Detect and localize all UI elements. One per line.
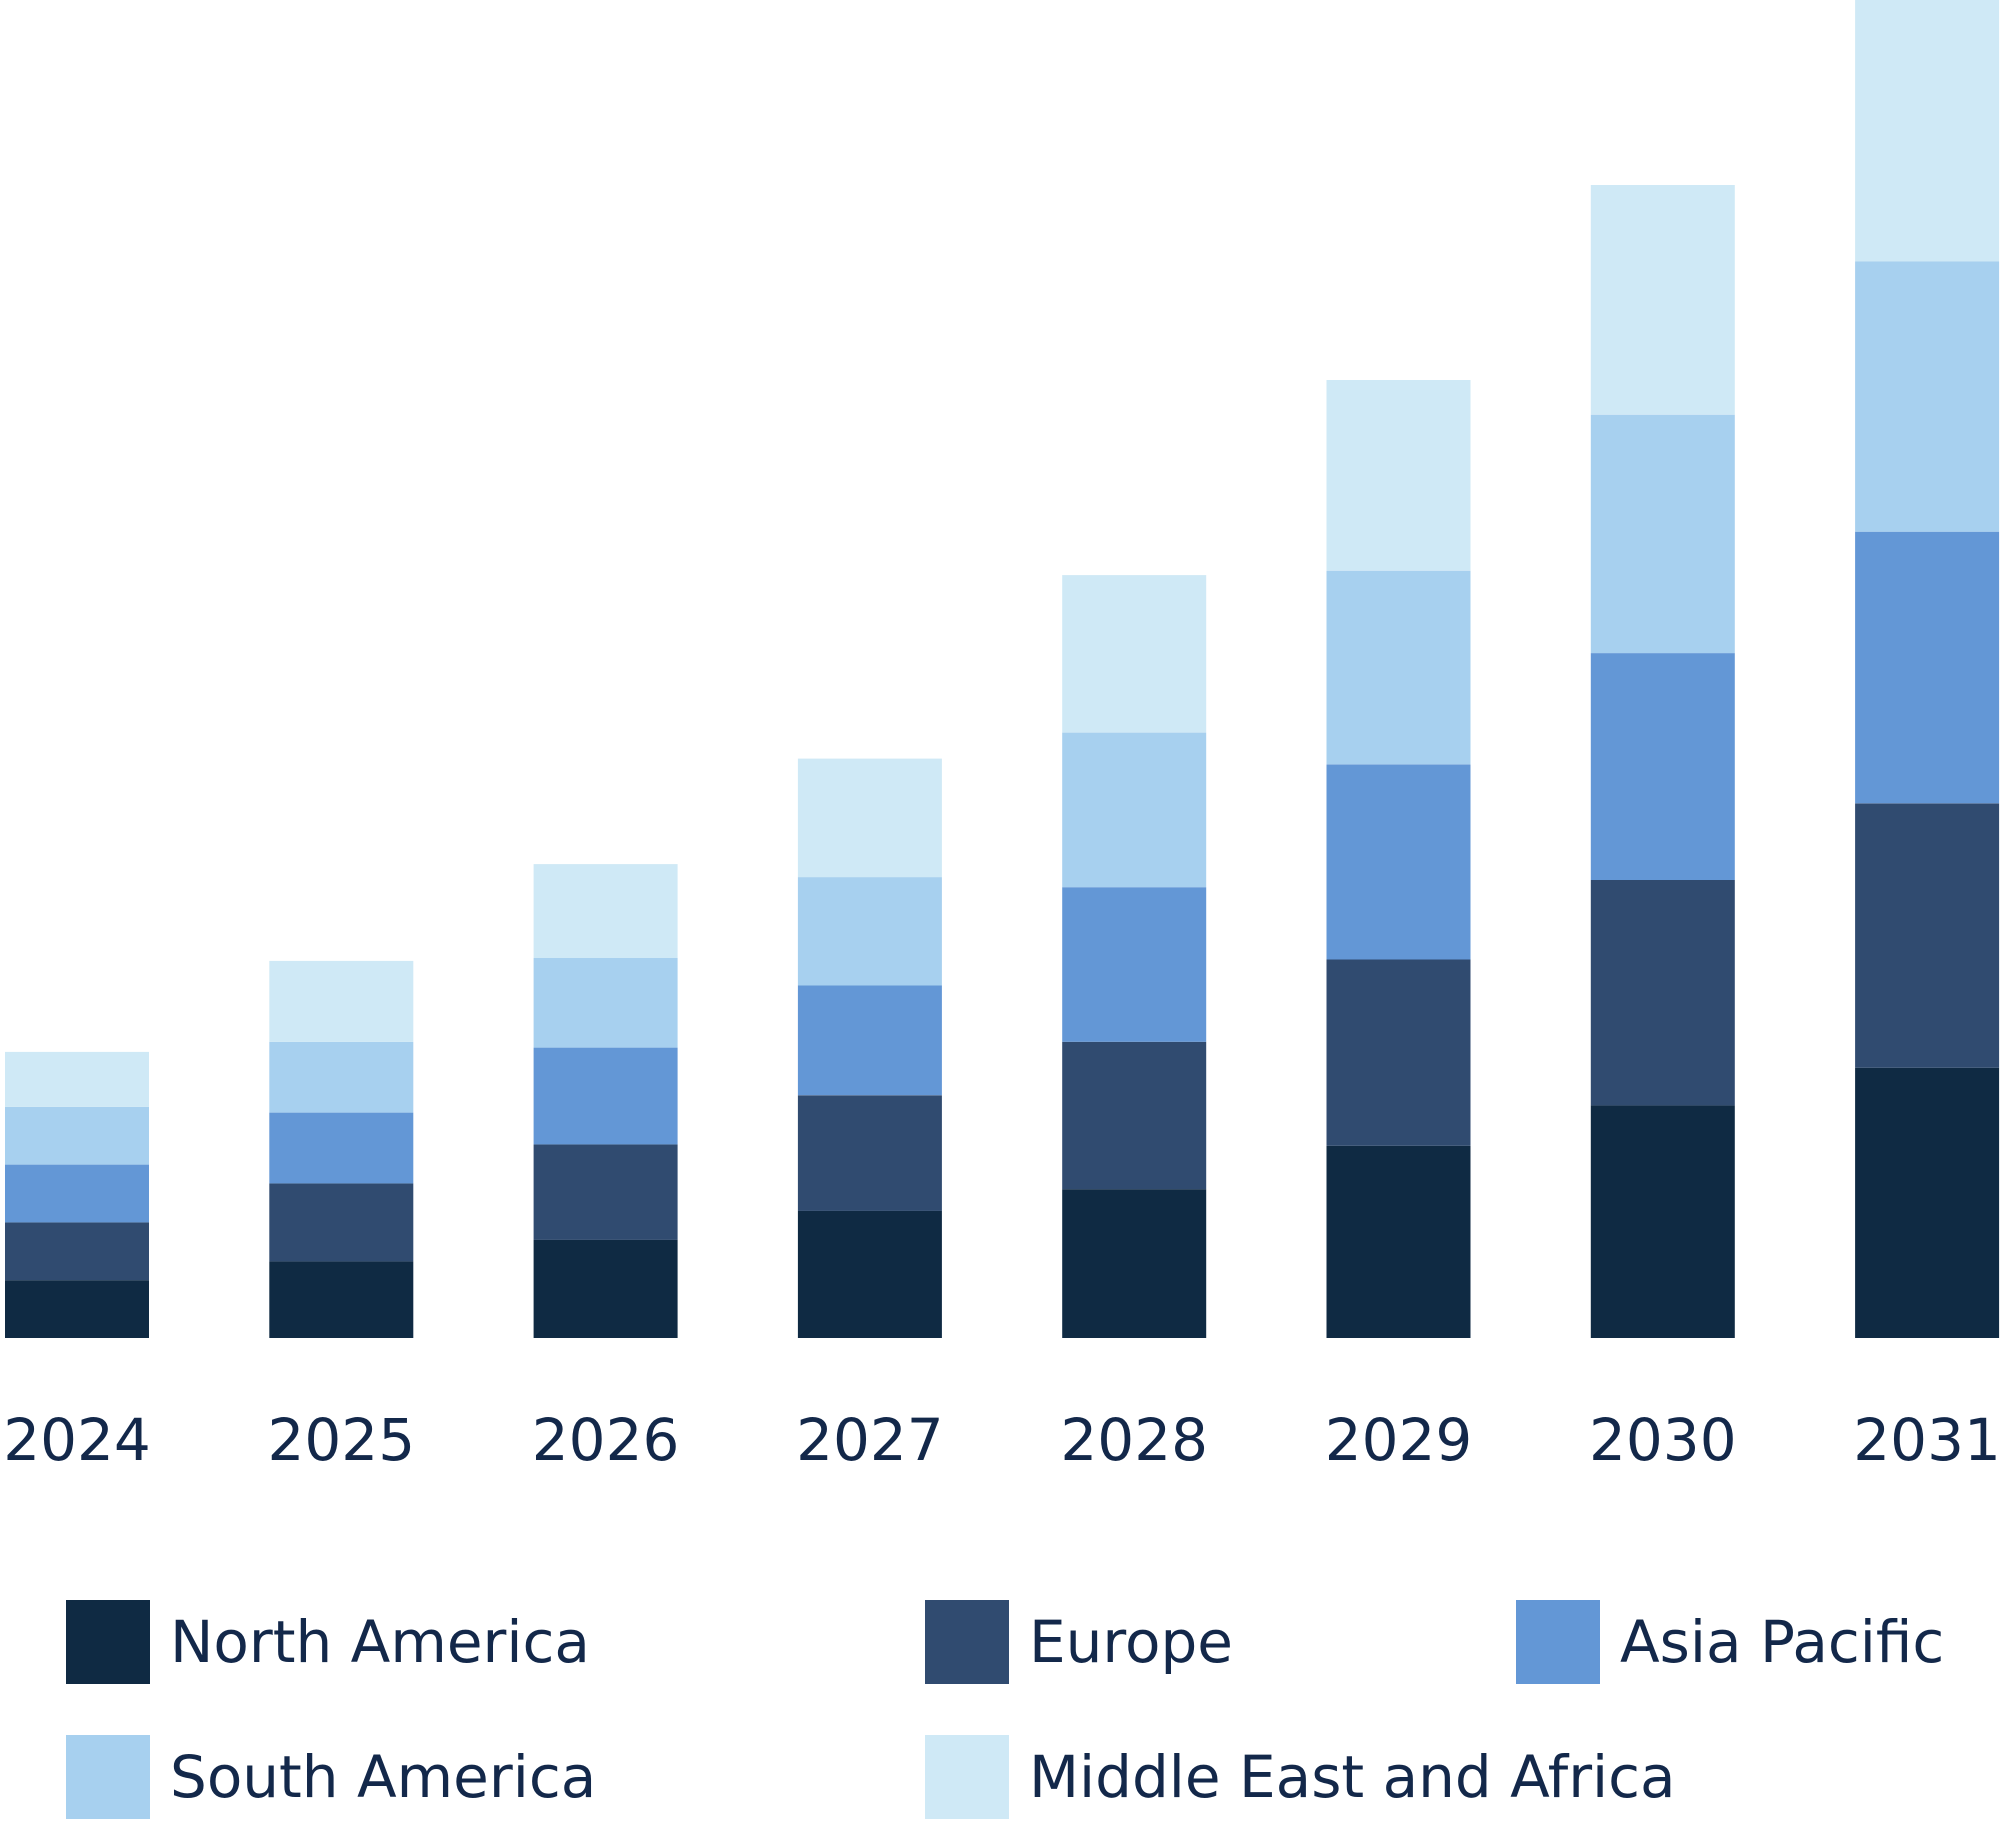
legend-label-middle-east-and-africa: Middle East and Africa — [1029, 1743, 1676, 1811]
bars-group — [5, 0, 2000, 1338]
bar-2028-middle-east-and-africa — [1062, 575, 1207, 733]
bar-2029-north-america — [1326, 1145, 1471, 1338]
bar-2024-asia-pacific — [5, 1164, 149, 1223]
legend-swatch-north-america — [66, 1600, 150, 1684]
bar-2031-europe — [1855, 803, 2000, 1068]
legend-label-north-america: North America — [170, 1608, 590, 1676]
legend-item-middle-east-and-africa: Middle East and Africa — [925, 1735, 1676, 1819]
bar-2026-south-america — [533, 958, 678, 1048]
x-tick-label-2029: 2029 — [1325, 1406, 1473, 1474]
bar-2026-middle-east-and-africa — [533, 864, 678, 958]
bar-2024-europe — [5, 1222, 149, 1281]
legend-label-europe: Europe — [1029, 1608, 1233, 1676]
bar-2027-asia-pacific — [797, 985, 942, 1096]
bar-2029-south-america — [1326, 570, 1471, 765]
x-tick-label-2024: 2024 — [3, 1406, 151, 1474]
legend-swatch-asia-pacific — [1516, 1600, 1600, 1684]
x-tick-label-2026: 2026 — [532, 1406, 680, 1474]
x-axis-ticks: 2024 2025 2026 2027 2028 2029 2030 2031 — [3, 1406, 2000, 1474]
bar-2027-north-america — [797, 1210, 942, 1338]
legend-label-south-america: South America — [170, 1743, 597, 1811]
bar-2028-europe — [1062, 1041, 1207, 1190]
bar-2025-middle-east-and-africa — [269, 960, 414, 1042]
x-tick-label-2027: 2027 — [796, 1406, 944, 1474]
bar-2031-middle-east-and-africa — [1855, 0, 2000, 262]
bar-2026-asia-pacific — [533, 1047, 678, 1145]
legend-item-north-america: North America — [66, 1600, 590, 1684]
legend-swatch-middle-east-and-africa — [925, 1735, 1009, 1819]
bar-2028-asia-pacific — [1062, 887, 1207, 1042]
legend-item-europe: Europe — [925, 1600, 1233, 1684]
bar-2030-europe — [1590, 880, 1735, 1106]
bar-2030-south-america — [1590, 414, 1735, 654]
bar-2031-north-america — [1855, 1067, 2000, 1338]
bar-2027-middle-east-and-africa — [797, 758, 942, 878]
legend-label-asia-pacific: Asia Pacific — [1620, 1608, 1945, 1676]
bar-2024-north-america — [5, 1280, 149, 1338]
bar-2029-europe — [1326, 959, 1471, 1146]
bar-2025-south-america — [269, 1041, 414, 1113]
bar-2025-north-america — [269, 1261, 414, 1338]
bar-2027-south-america — [797, 877, 942, 986]
bar-2030-asia-pacific — [1590, 653, 1735, 880]
bar-2025-asia-pacific — [269, 1112, 414, 1184]
legend-item-asia-pacific: Asia Pacific — [1516, 1600, 1944, 1684]
legend-swatch-europe — [925, 1600, 1009, 1684]
legend-swatch-south-america — [66, 1735, 150, 1819]
bar-2025-europe — [269, 1183, 414, 1262]
bar-2029-asia-pacific — [1326, 764, 1471, 960]
bar-2026-europe — [533, 1144, 678, 1240]
x-tick-label-2030: 2030 — [1589, 1406, 1737, 1474]
bar-2031-asia-pacific — [1855, 531, 2000, 804]
bar-2028-north-america — [1062, 1189, 1207, 1338]
bar-2027-europe — [797, 1095, 942, 1211]
x-tick-label-2025: 2025 — [267, 1406, 415, 1474]
bar-2031-south-america — [1855, 261, 2000, 532]
x-tick-label-2031: 2031 — [1853, 1406, 2000, 1474]
bar-2024-middle-east-and-africa — [5, 1051, 149, 1107]
x-tick-label-2028: 2028 — [1060, 1406, 1208, 1474]
bar-2030-middle-east-and-africa — [1590, 185, 1735, 415]
bar-2030-north-america — [1590, 1105, 1735, 1338]
bar-2029-middle-east-and-africa — [1326, 380, 1471, 571]
bar-2026-north-america — [533, 1239, 678, 1338]
legend-item-south-america: South America — [66, 1735, 596, 1819]
bar-2028-south-america — [1062, 732, 1207, 888]
bar-2024-south-america — [5, 1106, 149, 1165]
